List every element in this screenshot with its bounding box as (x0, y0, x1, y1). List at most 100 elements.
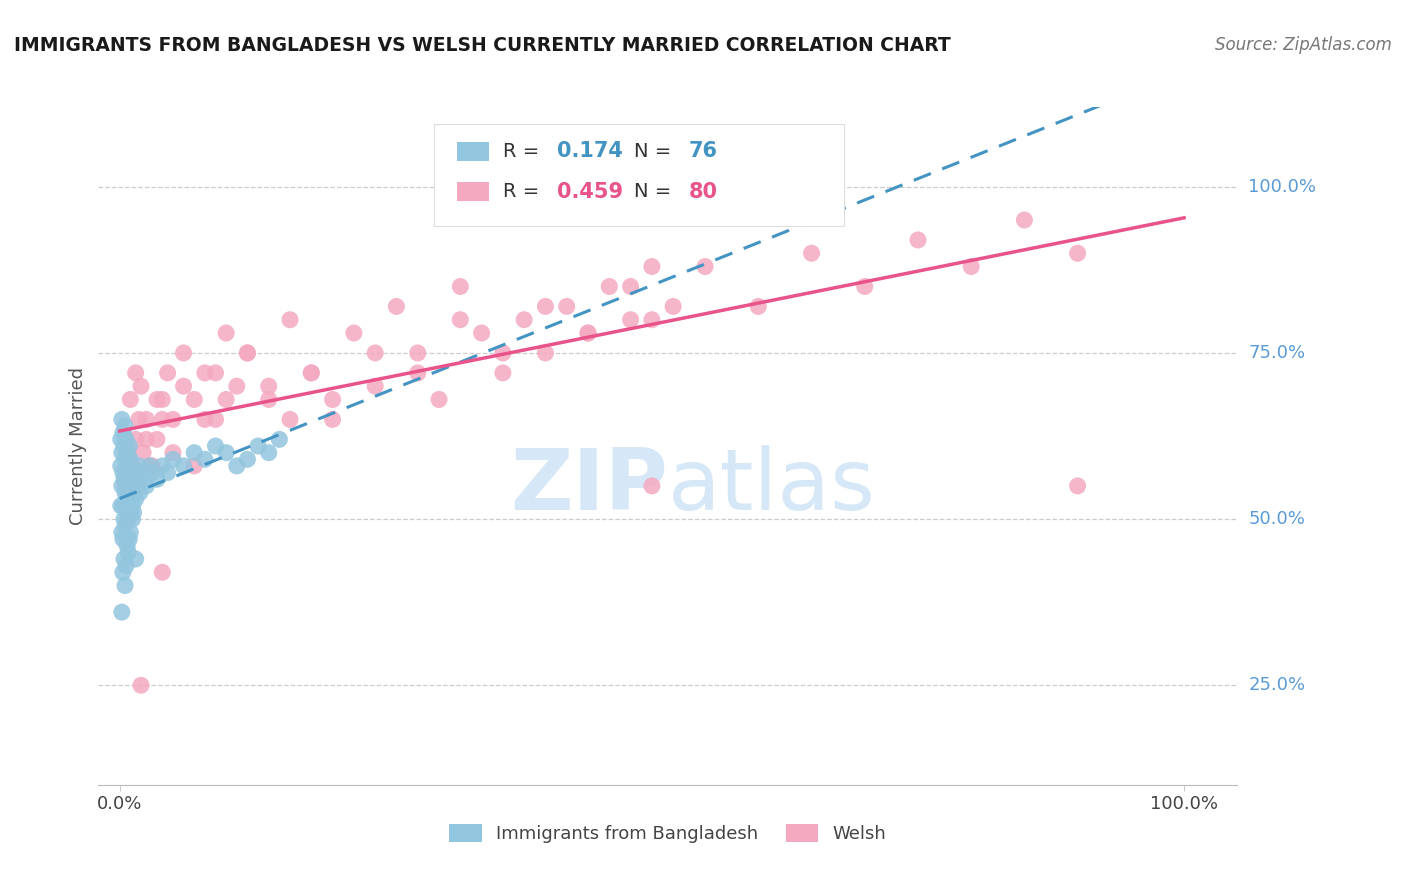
Immigrants from Bangladesh (110, 458, 132, 473)
Welsh (406, 366, 429, 380)
Immigrants from Bangladesh (122, 506, 145, 520)
Immigrants from Bangladesh (120, 525, 142, 540)
Welsh (117, 512, 139, 526)
Text: R =: R = (503, 182, 546, 202)
Text: ZIP: ZIP (510, 445, 668, 528)
Welsh (150, 392, 173, 407)
Text: IMMIGRANTS FROM BANGLADESH VS WELSH CURRENTLY MARRIED CORRELATION CHART: IMMIGRANTS FROM BANGLADESH VS WELSH CURR… (14, 36, 950, 54)
Welsh (555, 300, 578, 314)
Welsh (146, 433, 169, 447)
Welsh (162, 445, 184, 459)
Immigrants from Bangladesh (117, 485, 139, 500)
Welsh (322, 392, 344, 407)
Immigrants from Bangladesh (111, 605, 134, 619)
Immigrants from Bangladesh (118, 439, 141, 453)
Welsh (1014, 213, 1036, 227)
Welsh (385, 300, 408, 314)
Immigrants from Bangladesh (204, 439, 226, 453)
Immigrants from Bangladesh (110, 433, 132, 447)
Immigrants from Bangladesh (124, 552, 146, 566)
Welsh (322, 412, 344, 426)
Immigrants from Bangladesh (194, 452, 217, 467)
Text: 80: 80 (689, 182, 717, 202)
Welsh (960, 260, 983, 274)
Immigrants from Bangladesh (115, 506, 138, 520)
Welsh (124, 433, 146, 447)
Welsh (662, 300, 685, 314)
Immigrants from Bangladesh (111, 479, 134, 493)
Immigrants from Bangladesh (112, 552, 135, 566)
Immigrants from Bangladesh (112, 439, 135, 453)
Immigrants from Bangladesh (111, 532, 134, 546)
Welsh (121, 458, 143, 473)
Welsh (641, 260, 664, 274)
Immigrants from Bangladesh (115, 558, 138, 573)
Immigrants from Bangladesh (115, 445, 138, 459)
Welsh (747, 300, 769, 314)
Welsh (194, 366, 217, 380)
Welsh (204, 412, 226, 426)
Welsh (299, 366, 322, 380)
Immigrants from Bangladesh (118, 472, 141, 486)
Immigrants from Bangladesh (173, 458, 195, 473)
Welsh (183, 392, 205, 407)
Welsh (257, 392, 280, 407)
Welsh (641, 479, 664, 493)
Welsh (194, 412, 217, 426)
Welsh (427, 392, 450, 407)
Welsh (128, 479, 150, 493)
Welsh (135, 433, 157, 447)
Immigrants from Bangladesh (269, 433, 291, 447)
Immigrants from Bangladesh (162, 452, 184, 467)
Welsh (173, 379, 195, 393)
Immigrants from Bangladesh (115, 433, 138, 447)
Immigrants from Bangladesh (117, 512, 139, 526)
Immigrants from Bangladesh (111, 525, 134, 540)
Immigrants from Bangladesh (114, 578, 136, 592)
Welsh (257, 379, 280, 393)
Welsh (114, 479, 136, 493)
Welsh (800, 246, 823, 260)
Immigrants from Bangladesh (122, 479, 145, 493)
Welsh (121, 458, 143, 473)
Immigrants from Bangladesh (124, 466, 146, 480)
Immigrants from Bangladesh (112, 472, 135, 486)
Immigrants from Bangladesh (120, 479, 142, 493)
Welsh (215, 326, 238, 340)
Immigrants from Bangladesh (120, 452, 142, 467)
Immigrants from Bangladesh (114, 419, 136, 434)
Text: 100.0%: 100.0% (1249, 178, 1316, 196)
Immigrants from Bangladesh (127, 479, 149, 493)
Welsh (534, 346, 557, 360)
Immigrants from Bangladesh (114, 518, 136, 533)
Immigrants from Bangladesh (141, 466, 163, 480)
Text: 0.174: 0.174 (557, 141, 623, 161)
Text: 0.459: 0.459 (557, 182, 623, 202)
Welsh (146, 392, 169, 407)
Welsh (598, 279, 620, 293)
Immigrants from Bangladesh (111, 499, 134, 513)
Welsh (117, 445, 139, 459)
Immigrants from Bangladesh (257, 445, 280, 459)
Immigrants from Bangladesh (247, 439, 270, 453)
Welsh (492, 366, 515, 380)
Immigrants from Bangladesh (115, 472, 138, 486)
Welsh (141, 458, 163, 473)
Y-axis label: Currently Married: Currently Married (69, 367, 87, 525)
Text: atlas: atlas (668, 445, 876, 528)
Immigrants from Bangladesh (150, 458, 173, 473)
Immigrants from Bangladesh (146, 472, 169, 486)
Welsh (364, 379, 387, 393)
Welsh (449, 279, 471, 293)
Welsh (236, 346, 259, 360)
Welsh (129, 379, 152, 393)
Immigrants from Bangladesh (118, 532, 141, 546)
Welsh (129, 678, 152, 692)
Immigrants from Bangladesh (156, 466, 179, 480)
Immigrants from Bangladesh (110, 499, 132, 513)
Welsh (120, 392, 142, 407)
Welsh (534, 300, 557, 314)
Immigrants from Bangladesh (129, 485, 152, 500)
Welsh (156, 366, 179, 380)
Immigrants from Bangladesh (215, 445, 238, 459)
